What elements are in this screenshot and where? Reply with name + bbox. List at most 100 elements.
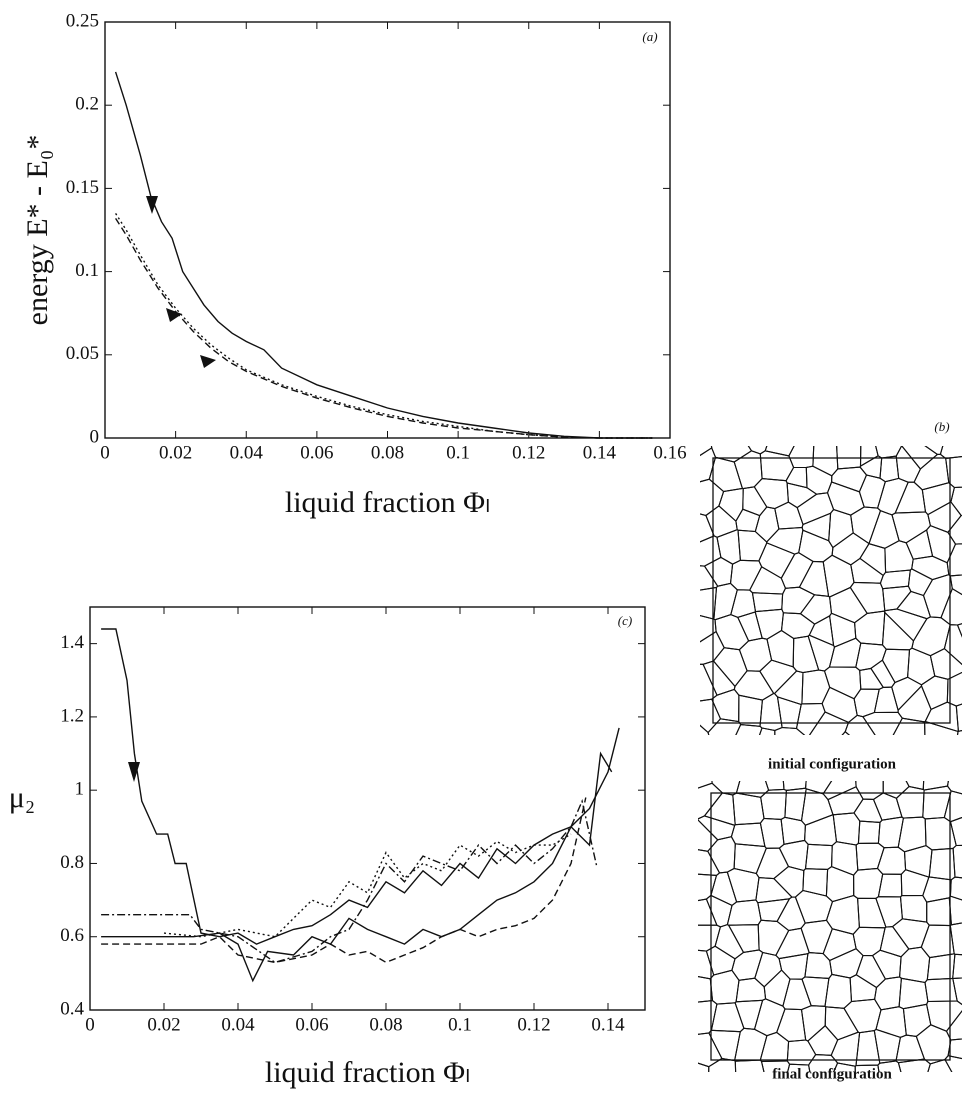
foam-cell (735, 724, 763, 735)
y-tick-label: 1.2 (60, 705, 84, 726)
foam-cell (859, 455, 883, 479)
foam-cell (801, 512, 832, 542)
foam-cell (854, 610, 886, 646)
y-tick-label: 0.25 (66, 10, 99, 31)
x-tick-label: 0.02 (159, 442, 192, 463)
foam-cell (911, 616, 951, 657)
foam-cell (759, 692, 783, 732)
series-line (115, 213, 653, 439)
foam-cell (947, 514, 962, 545)
foam-cell (804, 952, 833, 979)
foam-cell (858, 474, 886, 509)
x-tick-label: 0.08 (371, 442, 404, 463)
foam-cell (859, 446, 879, 468)
foam-cell (946, 671, 962, 707)
foam-cell (881, 611, 915, 651)
foam-cell (859, 543, 887, 577)
x-tick-label: 0 (100, 442, 110, 463)
foam-cell (875, 446, 903, 459)
arrow (146, 196, 158, 214)
foam-cell (822, 554, 855, 598)
foam-cell (849, 974, 878, 1003)
foam-cell (862, 711, 903, 735)
foam-cell (943, 624, 962, 666)
foam-cell (700, 586, 718, 620)
x-tick-label: 0.08 (369, 1014, 402, 1035)
foam-cell (812, 446, 839, 477)
foam-cell (850, 506, 882, 545)
y-tick-label: 0.8 (60, 852, 84, 873)
foam-cell (730, 822, 766, 848)
panel-label: (b) (934, 419, 949, 434)
series-line (114, 71, 653, 439)
foam-cell (774, 726, 806, 735)
foam-cell (832, 812, 861, 846)
foam-cell (700, 478, 725, 517)
foam-cell (899, 894, 928, 923)
plot-frame (104, 21, 671, 439)
foam-cell (705, 505, 738, 538)
x-tick-label: 0.02 (147, 1014, 180, 1035)
foam-cell (949, 574, 962, 596)
foam-cell (843, 998, 882, 1034)
foam-cell (900, 869, 930, 897)
foam-cell (735, 977, 767, 1003)
panel-label: (c) (618, 613, 632, 628)
foam-cell (854, 1064, 880, 1072)
foam-cell (926, 953, 956, 981)
foam-cell (804, 843, 833, 870)
foam-cell (905, 529, 934, 560)
y-tick-label: 0.4 (60, 998, 84, 1019)
caption: final configuration (772, 1066, 892, 1082)
x-tick-label: 0.06 (295, 1014, 328, 1035)
foam-cell (753, 998, 786, 1037)
x-tick-label: 0.14 (583, 442, 617, 463)
foam-cell (738, 694, 763, 727)
series-line (115, 218, 653, 439)
foam-cell (852, 926, 886, 957)
foam-cell (922, 573, 953, 619)
y-tick-label: 0.15 (66, 177, 99, 198)
foam-cell (782, 781, 807, 791)
foam-cell (700, 565, 719, 591)
foam-cell (698, 1062, 710, 1072)
plot-frame (89, 606, 646, 1011)
foam-cell (755, 847, 790, 880)
foam-cell (876, 846, 907, 875)
foam-cell (947, 1038, 962, 1060)
series-line (101, 751, 613, 983)
arrow (166, 308, 182, 322)
foam-cell (765, 781, 785, 791)
foam-cell (778, 953, 809, 980)
foam-cell (757, 919, 790, 957)
foam-cell (920, 924, 955, 959)
foam-cell (731, 949, 764, 981)
foam-frame (710, 792, 951, 1061)
foam-cell (877, 816, 905, 849)
foam-cell (857, 897, 887, 929)
series-line (101, 798, 598, 964)
foam-cell (714, 614, 750, 651)
foam-cell (792, 635, 820, 674)
foam-cell (749, 566, 787, 595)
y-axis-label: μ₂ (9, 781, 36, 814)
foam-cell (737, 529, 768, 562)
foam-cell (952, 844, 962, 879)
foam-cell (859, 667, 885, 690)
foam-cell (927, 501, 962, 533)
foam-cell (757, 898, 791, 922)
foam-cell (940, 587, 962, 626)
foam-cell (891, 918, 930, 950)
foam-cell (829, 948, 864, 979)
foam-cell (855, 642, 887, 671)
caption: initial configuration (768, 756, 897, 772)
foam-cell (698, 949, 715, 980)
x-axis-label: liquid fraction Φₗ (265, 1056, 470, 1089)
foam-cell (905, 781, 925, 791)
foam-cell (849, 581, 886, 614)
foam-cell (698, 898, 718, 926)
foam-cell (928, 847, 956, 881)
foam-cell (758, 727, 776, 735)
y-tick-label: 0.1 (75, 260, 99, 281)
